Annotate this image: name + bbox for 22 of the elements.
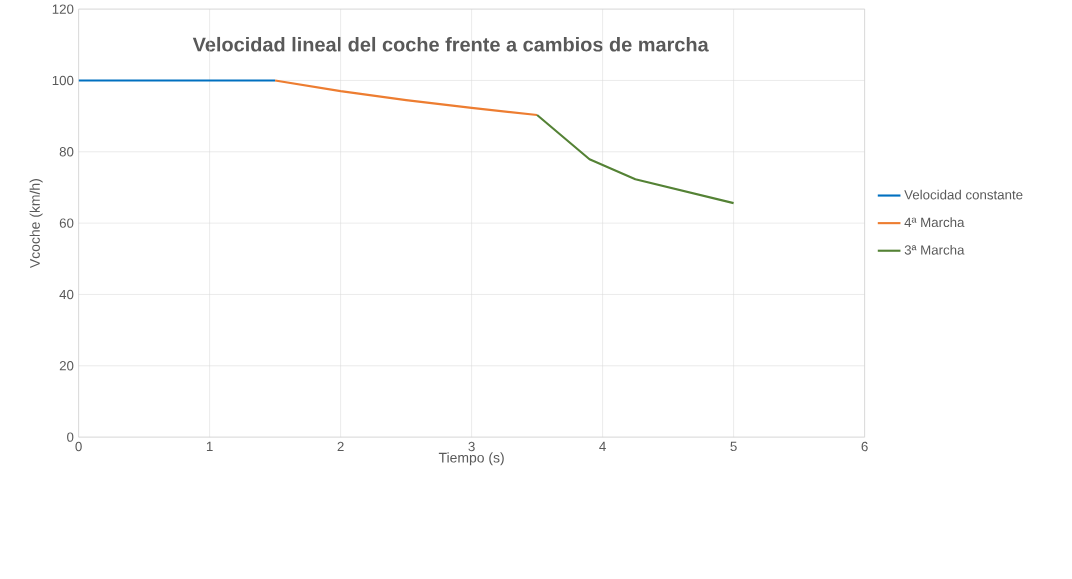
x-tick-label: 1 (206, 441, 213, 452)
legend-label: 4ª Marcha (904, 217, 965, 228)
x-axis-title: Tiempo (s) (438, 452, 504, 466)
x-tick-label: 6 (861, 441, 868, 452)
legend-label: 3ª Marcha (904, 244, 965, 255)
y-tick-label: 120 (52, 4, 74, 14)
y-tick-label: 20 (59, 361, 74, 371)
x-tick-label: 5 (730, 441, 737, 452)
line-series (536, 114, 735, 205)
y-axis-title: Vcoche (km/h) (29, 179, 43, 269)
legend-label: Velocidad constante (904, 189, 1023, 200)
x-tick-label: 4 (599, 441, 606, 452)
y-tick-label: 0 (67, 432, 74, 442)
line-series (274, 79, 539, 117)
y-tick-label: 80 (59, 147, 74, 157)
text: Velocidad lineal del coche frente a cambios de marcha (192, 36, 709, 52)
y-tick-label: 100 (52, 75, 74, 86)
y-tick-label: 40 (59, 289, 74, 300)
x-tick-label: 2 (337, 441, 344, 452)
x-tick-label: 3 (468, 441, 475, 452)
x-tick-label: 0 (75, 441, 82, 452)
y-tick-label: 60 (59, 218, 74, 228)
